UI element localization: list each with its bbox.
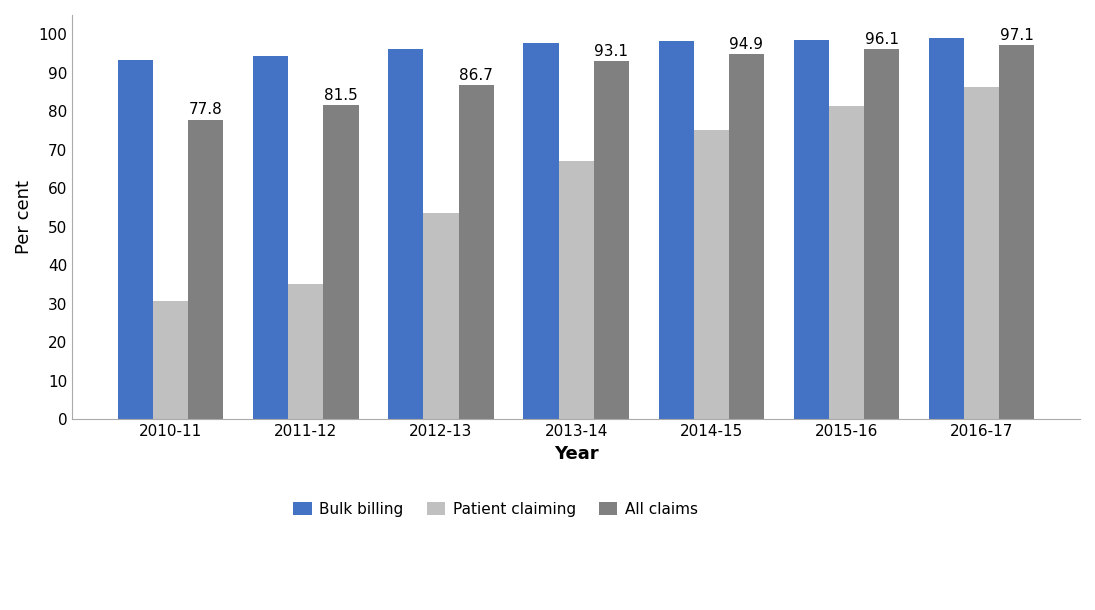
Bar — [794, 40, 829, 419]
Bar — [118, 60, 153, 419]
X-axis label: Year: Year — [554, 445, 599, 462]
Text: 86.7: 86.7 — [459, 68, 493, 83]
Bar — [523, 43, 558, 419]
Legend: Bulk billing, Patient claiming, All claims: Bulk billing, Patient claiming, All clai… — [287, 495, 704, 523]
Text: 77.8: 77.8 — [189, 102, 222, 117]
Bar — [288, 284, 323, 419]
Bar — [864, 49, 899, 419]
Bar — [593, 61, 629, 419]
Bar — [999, 45, 1034, 419]
Bar — [459, 85, 494, 419]
Y-axis label: Per cent: Per cent — [15, 180, 33, 254]
Text: 94.9: 94.9 — [729, 37, 763, 52]
Bar — [964, 87, 999, 419]
Text: 81.5: 81.5 — [324, 88, 358, 103]
Bar — [424, 214, 459, 419]
Bar — [153, 301, 188, 419]
Bar — [829, 106, 864, 419]
Bar — [389, 49, 424, 419]
Bar — [658, 41, 694, 419]
Bar — [929, 38, 964, 419]
Bar — [323, 106, 358, 419]
Text: 96.1: 96.1 — [865, 32, 899, 47]
Text: 97.1: 97.1 — [1000, 28, 1034, 43]
Bar — [694, 131, 729, 419]
Bar — [729, 54, 764, 419]
Bar — [188, 120, 223, 419]
Bar — [253, 56, 288, 419]
Bar — [558, 161, 593, 419]
Text: 93.1: 93.1 — [595, 43, 629, 59]
